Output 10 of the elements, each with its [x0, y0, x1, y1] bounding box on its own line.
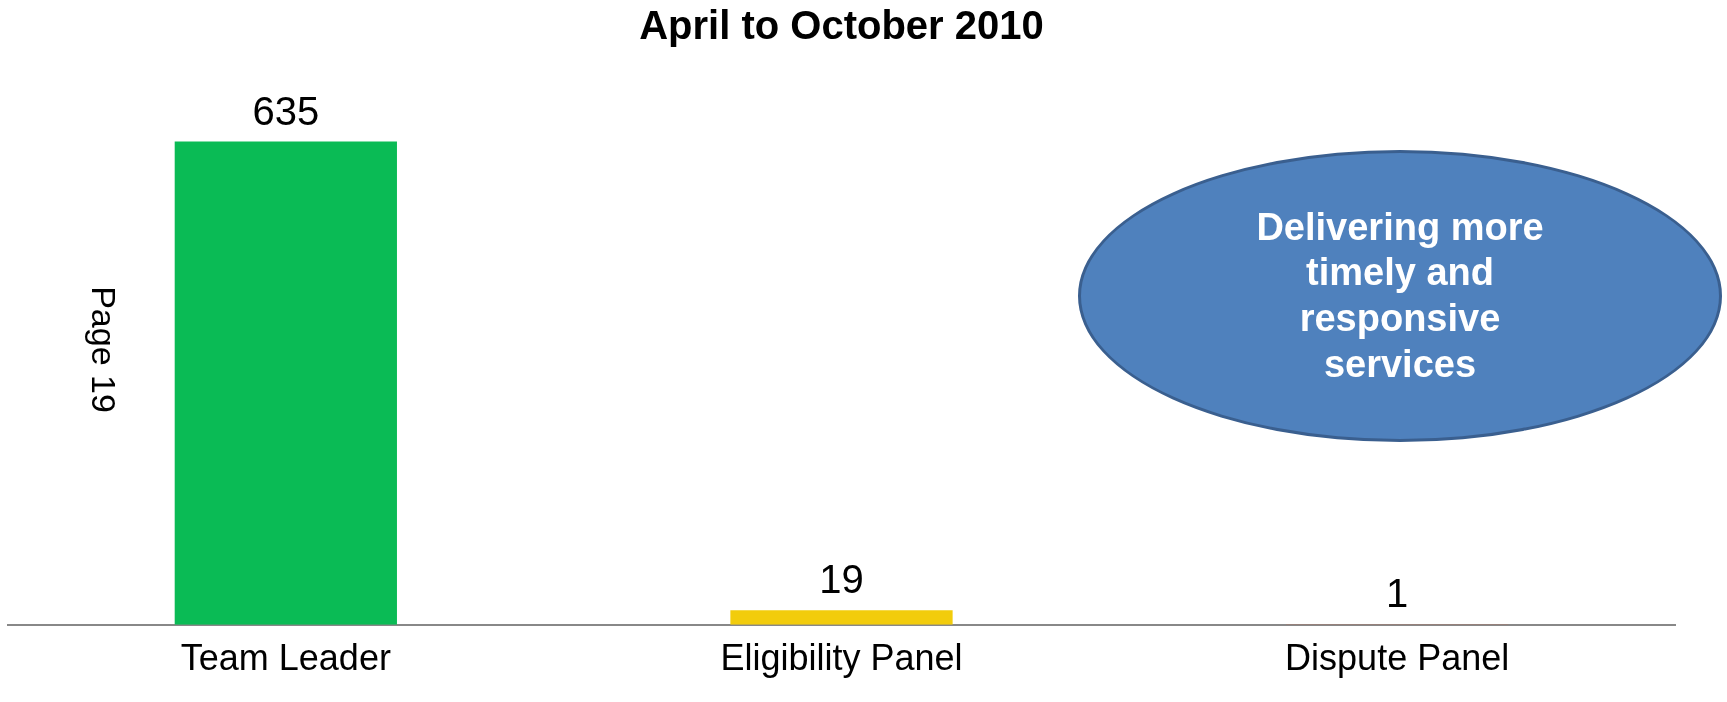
data-label: 635 [252, 88, 320, 133]
x-tick-label: Eligibility Panel [720, 637, 963, 679]
x-tick-label: Dispute Panel [1285, 637, 1510, 679]
annotation: Delivering more timely and responsive services [1255, 204, 1545, 387]
chart-title: April to October 2010 [639, 3, 1044, 48]
annotation: Page 19 [83, 286, 123, 413]
ellipse: Delivering more timely and responsive services [1078, 150, 1722, 442]
data-label: 1 [1386, 571, 1409, 616]
x-tick-label: Team Leader [180, 637, 391, 679]
data-label: 19 [819, 557, 864, 602]
